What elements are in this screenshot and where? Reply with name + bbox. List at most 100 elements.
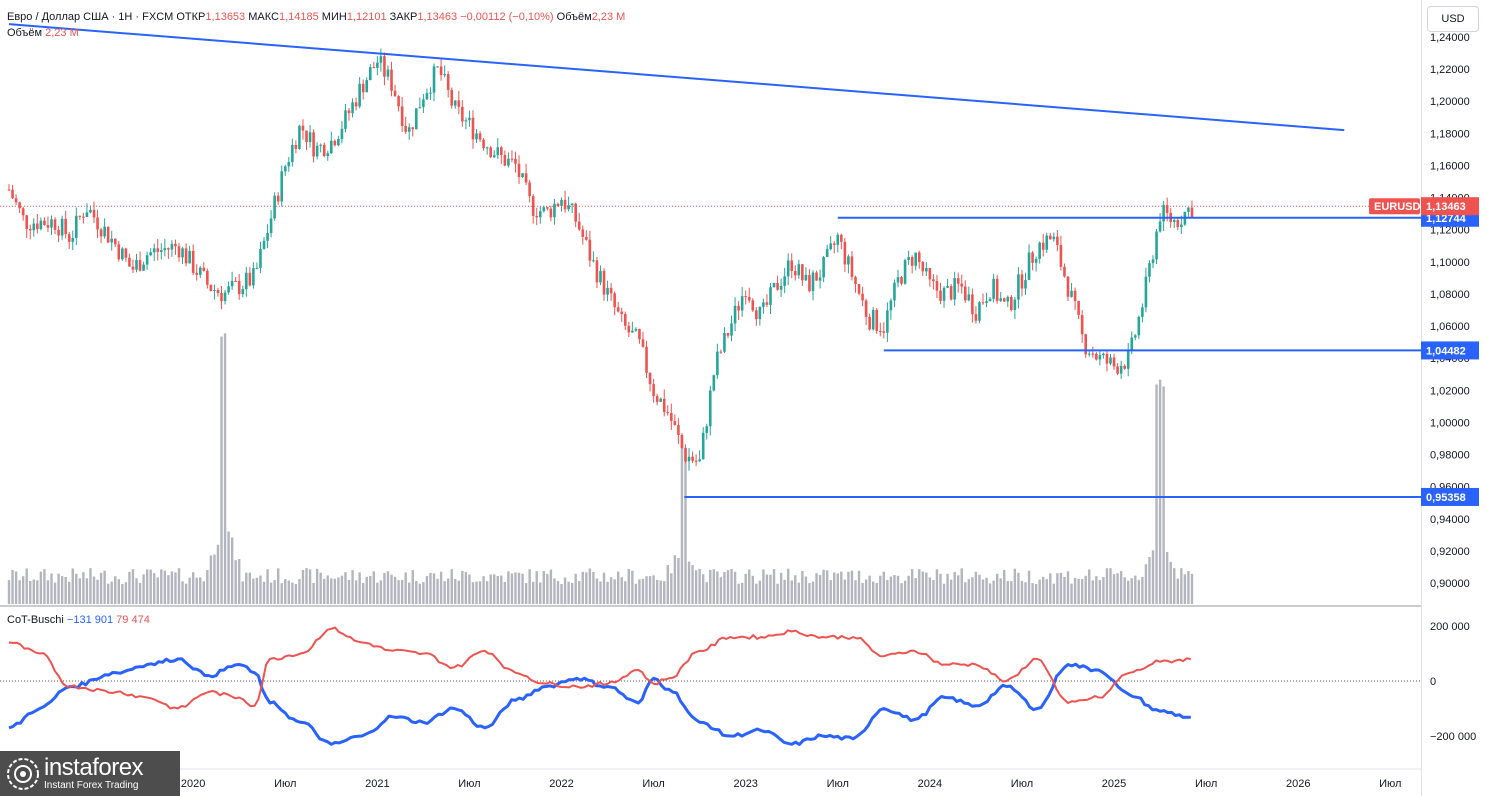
candle-body [453,100,457,106]
volume-bar [524,583,528,604]
candle-body [78,215,82,217]
price-tick-label: 0,98000 [1430,450,1470,462]
volume-bar [213,554,216,604]
candle-body [602,270,606,295]
candle-body [992,278,995,299]
candle-body [184,248,188,264]
price-tick-label: 0,92000 [1430,546,1470,558]
candle-body [425,93,429,100]
volume-bar [1077,579,1080,604]
candle-body [857,284,861,294]
time-tick-label: Июл [827,778,849,790]
candle-body [864,300,868,317]
price-tick-label: 1,08000 [1430,289,1470,301]
volume-bar [971,577,974,604]
candle-body [553,203,556,218]
volume-bar [503,582,507,604]
candle-body [223,292,227,302]
candle-body [198,267,202,275]
candle-body [230,280,234,287]
currency-button[interactable]: USD [1427,6,1479,32]
volume-bar [425,576,429,604]
candle-body [641,339,645,347]
volume-bar [648,576,652,604]
volume-bar [1151,550,1155,604]
volume-bar [779,572,783,604]
volume-bar [546,574,549,604]
price-tick-label: 0,94000 [1430,514,1470,526]
candle-body [234,280,237,282]
indicator-name[interactable]: CoT-Buschi [7,614,64,626]
volume-bar [755,583,758,604]
volume-bar [298,579,301,604]
volume-bar [1130,578,1133,604]
volume-bar [202,581,205,604]
volume-bar [199,577,202,604]
volume-bar [68,581,71,604]
volume-bar [145,569,149,604]
candle-body [868,316,871,330]
volume-bar [1024,582,1027,604]
candle-body [662,398,666,413]
volume-bar [372,571,376,604]
candle-body [308,132,312,143]
candle-body [478,133,482,140]
volume-bar [818,575,822,604]
volume-bar [510,573,514,604]
indicator-value-blue: −131 901 [66,614,114,626]
volume-bar [514,572,517,604]
candle-body [1105,353,1109,364]
candle-body [74,215,78,238]
candle-body [347,110,351,114]
volume-bar [482,576,485,604]
candle-body [723,332,726,352]
candle-body [482,139,485,149]
resistance-trendline[interactable] [8,23,1345,132]
candle-body [1045,235,1049,250]
volume-bar [170,571,174,604]
volume-bar [581,571,584,604]
candle-body [733,305,737,324]
candle-body [935,281,939,291]
candle-body [358,83,361,107]
volume-bar [135,578,138,604]
candle-body [1162,205,1165,222]
volume-bar [1148,557,1151,604]
candle-body [131,266,135,270]
candle-body [365,80,369,93]
volume-bar [893,575,896,604]
volume-bar [276,568,280,604]
candle-body [432,66,436,93]
volume-bar [1134,575,1137,604]
volume-bar [932,580,935,604]
volume-bar [252,578,255,604]
volume-bar [762,569,765,604]
volume-bar [957,575,960,604]
volume-bar [60,576,64,604]
candle-body [659,398,662,402]
volume-row-label: Объём [7,27,43,39]
volume-bar [616,571,620,604]
volume-bar [599,581,602,604]
candle-body [14,198,18,203]
candle-body [415,108,418,130]
volume-bar [446,578,450,604]
candle-body [1084,334,1088,355]
cot-series-line [8,657,1191,746]
candle-body [283,166,287,172]
candle-body [1116,366,1119,374]
volume-bar [857,570,861,604]
indicator-legend: CoT-Buschi −131 901 79 474 [7,614,150,626]
volume-bar [106,583,110,604]
volume-bar [670,573,673,604]
volume-bar [1084,575,1087,604]
volume-bar [769,574,772,604]
volume-bar [602,572,606,604]
candle-body [747,297,751,301]
candle-body [1109,357,1112,364]
volume-legend: Объём 2,23 М [7,27,79,39]
volume-bar [1116,573,1119,604]
candle-body [609,287,613,294]
candle-body [751,300,755,311]
